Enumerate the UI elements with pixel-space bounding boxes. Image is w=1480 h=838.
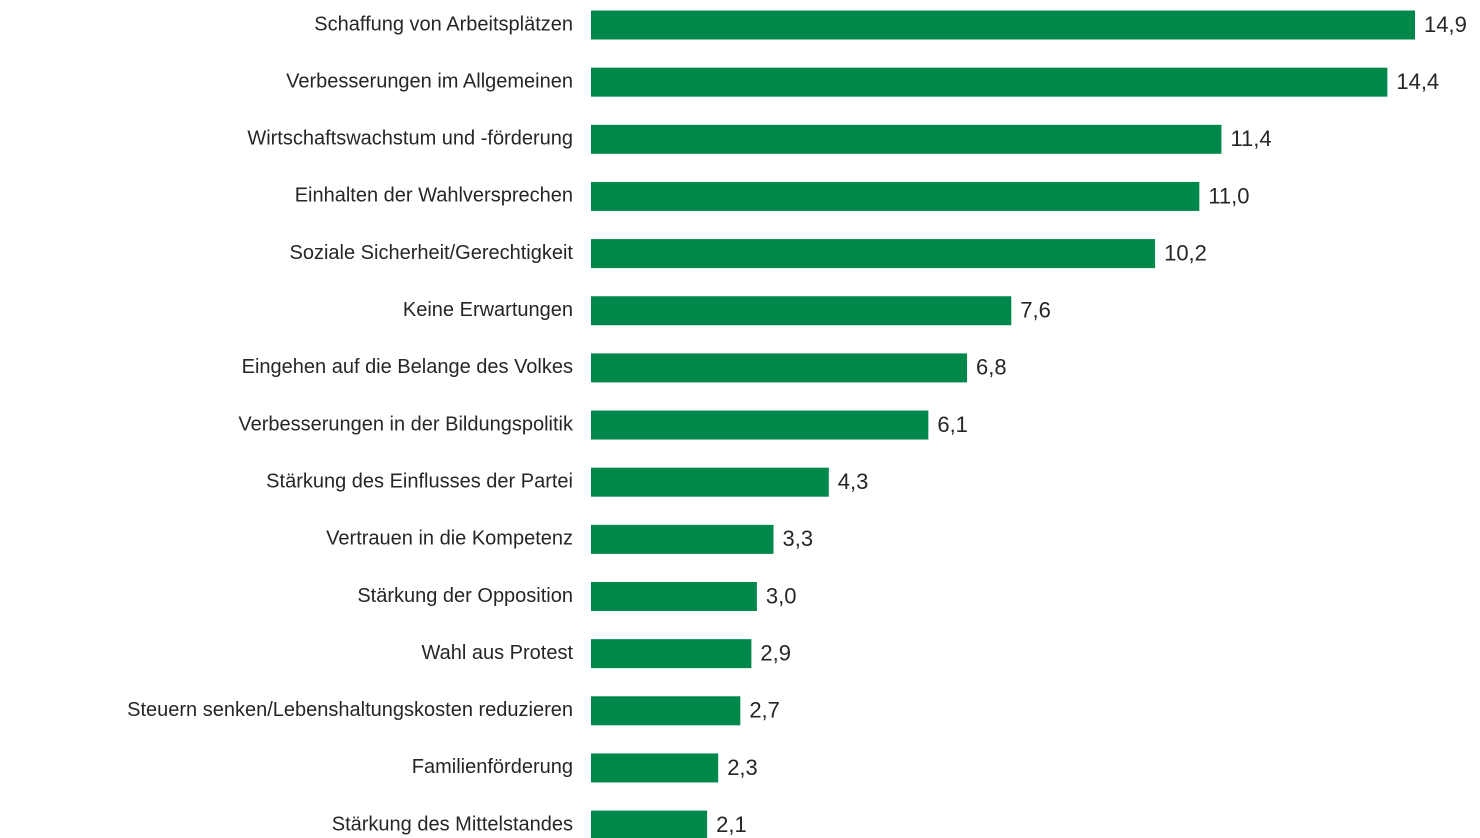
- category-label: Soziale Sicherheit/Gerechtigkeit: [290, 242, 574, 264]
- bar: [591, 239, 1156, 269]
- category-label: Einhalten der Wahlversprechen: [295, 185, 573, 207]
- category-label: Verbesserungen im Allgemeinen: [286, 70, 573, 92]
- bar: [591, 696, 741, 726]
- bar: [591, 296, 1012, 326]
- value-label: 11,4: [1230, 126, 1271, 151]
- bar: [591, 410, 929, 440]
- category-label: Schaffung von Arbeitsplätzen: [314, 13, 573, 35]
- category-label: Verbesserungen in der Bildungspolitik: [238, 413, 574, 435]
- category-label: Steuern senken/Lebenshaltungskosten redu…: [127, 699, 573, 721]
- value-label: 2,7: [749, 698, 780, 723]
- bar: [591, 353, 968, 383]
- value-label: 6,1: [937, 412, 968, 437]
- category-label: Stärkung des Einflusses der Partei: [266, 470, 573, 492]
- value-label: 6,8: [976, 355, 1007, 380]
- value-label: 4,3: [838, 469, 869, 494]
- category-label: Eingehen auf die Belange des Volkes: [242, 356, 573, 378]
- value-label: 14,4: [1396, 69, 1439, 94]
- value-label: 7,6: [1020, 298, 1051, 323]
- bar: [591, 181, 1200, 211]
- bar: [591, 753, 719, 783]
- value-label: 3,3: [782, 526, 813, 551]
- value-label: 10,2: [1164, 240, 1207, 265]
- bar: [591, 124, 1222, 154]
- category-label: Familienförderung: [412, 756, 573, 778]
- category-label: Vertrauen in die Kompetenz: [326, 528, 573, 550]
- value-label: 2,9: [760, 640, 791, 665]
- category-label: Wahl aus Protest: [421, 642, 573, 664]
- bar: [591, 467, 829, 497]
- bar: [591, 524, 774, 554]
- bar: [591, 67, 1388, 97]
- value-label: 2,1: [716, 812, 747, 837]
- category-label: Stärkung der Opposition: [357, 585, 573, 607]
- value-label: 3,0: [766, 583, 797, 608]
- value-label: 14,9: [1424, 12, 1467, 37]
- bar: [591, 582, 757, 611]
- value-label: 2,3: [727, 755, 758, 780]
- bar: [591, 10, 1415, 40]
- value-label: 11,0: [1208, 183, 1249, 208]
- category-label: Stärkung des Mittelstandes: [332, 813, 573, 835]
- bar: [591, 810, 708, 838]
- category-label: Wirtschaftswachstum und -förderung: [247, 128, 573, 150]
- category-label: Keine Erwartungen: [403, 299, 573, 321]
- bar: [591, 639, 752, 669]
